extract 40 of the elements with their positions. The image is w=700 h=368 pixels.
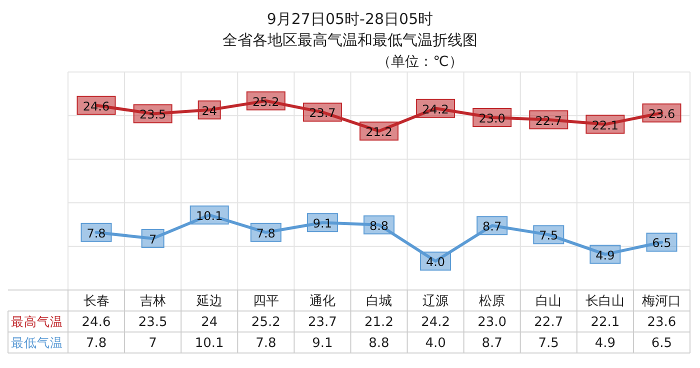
x-tick-label: 吉林	[140, 294, 166, 309]
data-label: 7.8	[256, 336, 276, 351]
data-label: 8.8	[368, 336, 390, 351]
x-tick-label: 长春	[83, 294, 110, 309]
data-label: 24.2	[421, 315, 450, 330]
data-label: 7.5	[538, 336, 559, 351]
x-tick-label: 四平	[252, 294, 279, 309]
x-tick-label: 白城	[366, 294, 392, 309]
data-label: 23.5	[138, 315, 168, 330]
data-label: 8.7	[482, 336, 502, 351]
x-tick-label: 长白山	[586, 294, 625, 309]
text: 24	[202, 104, 218, 118]
data-label: 4.0	[425, 336, 446, 351]
data-label: 10.1	[194, 336, 224, 351]
data-label: 7.8	[86, 336, 107, 351]
x-tick-label: 松原	[479, 294, 506, 309]
data-label: 22.1	[590, 315, 620, 330]
text: 最高气温	[11, 314, 63, 329]
x-tick-label: 辽源	[422, 294, 449, 309]
data-label: 4.9	[594, 336, 616, 351]
text: （单位：℃）	[377, 54, 463, 70]
data-label: 21.2	[364, 315, 394, 330]
text: 最低气温	[11, 335, 63, 350]
data-label: 6.5	[651, 336, 672, 351]
chart-subtitle: 全省各地区最高气温和最低气温折线图	[222, 31, 478, 49]
data-label: 23.6	[647, 315, 676, 330]
data-label: 22.7	[534, 315, 564, 330]
x-tick-label: 白山	[536, 294, 562, 309]
x-tick-label: 延边	[195, 294, 222, 309]
data-label: 23.7	[308, 315, 337, 330]
chart-title: 9月27日05时-28日05时	[266, 10, 434, 28]
data-label: 24	[201, 315, 218, 330]
data-label: 25.2	[251, 315, 280, 330]
data-label: 24.6	[82, 315, 111, 330]
data-label: 9.1	[312, 336, 333, 351]
data-label: 7	[148, 336, 157, 351]
x-tick-label: 通化	[309, 294, 336, 309]
data-label: 23.0	[478, 315, 507, 330]
text: 7	[149, 232, 157, 246]
x-tick-label: 梅河口	[641, 294, 682, 309]
